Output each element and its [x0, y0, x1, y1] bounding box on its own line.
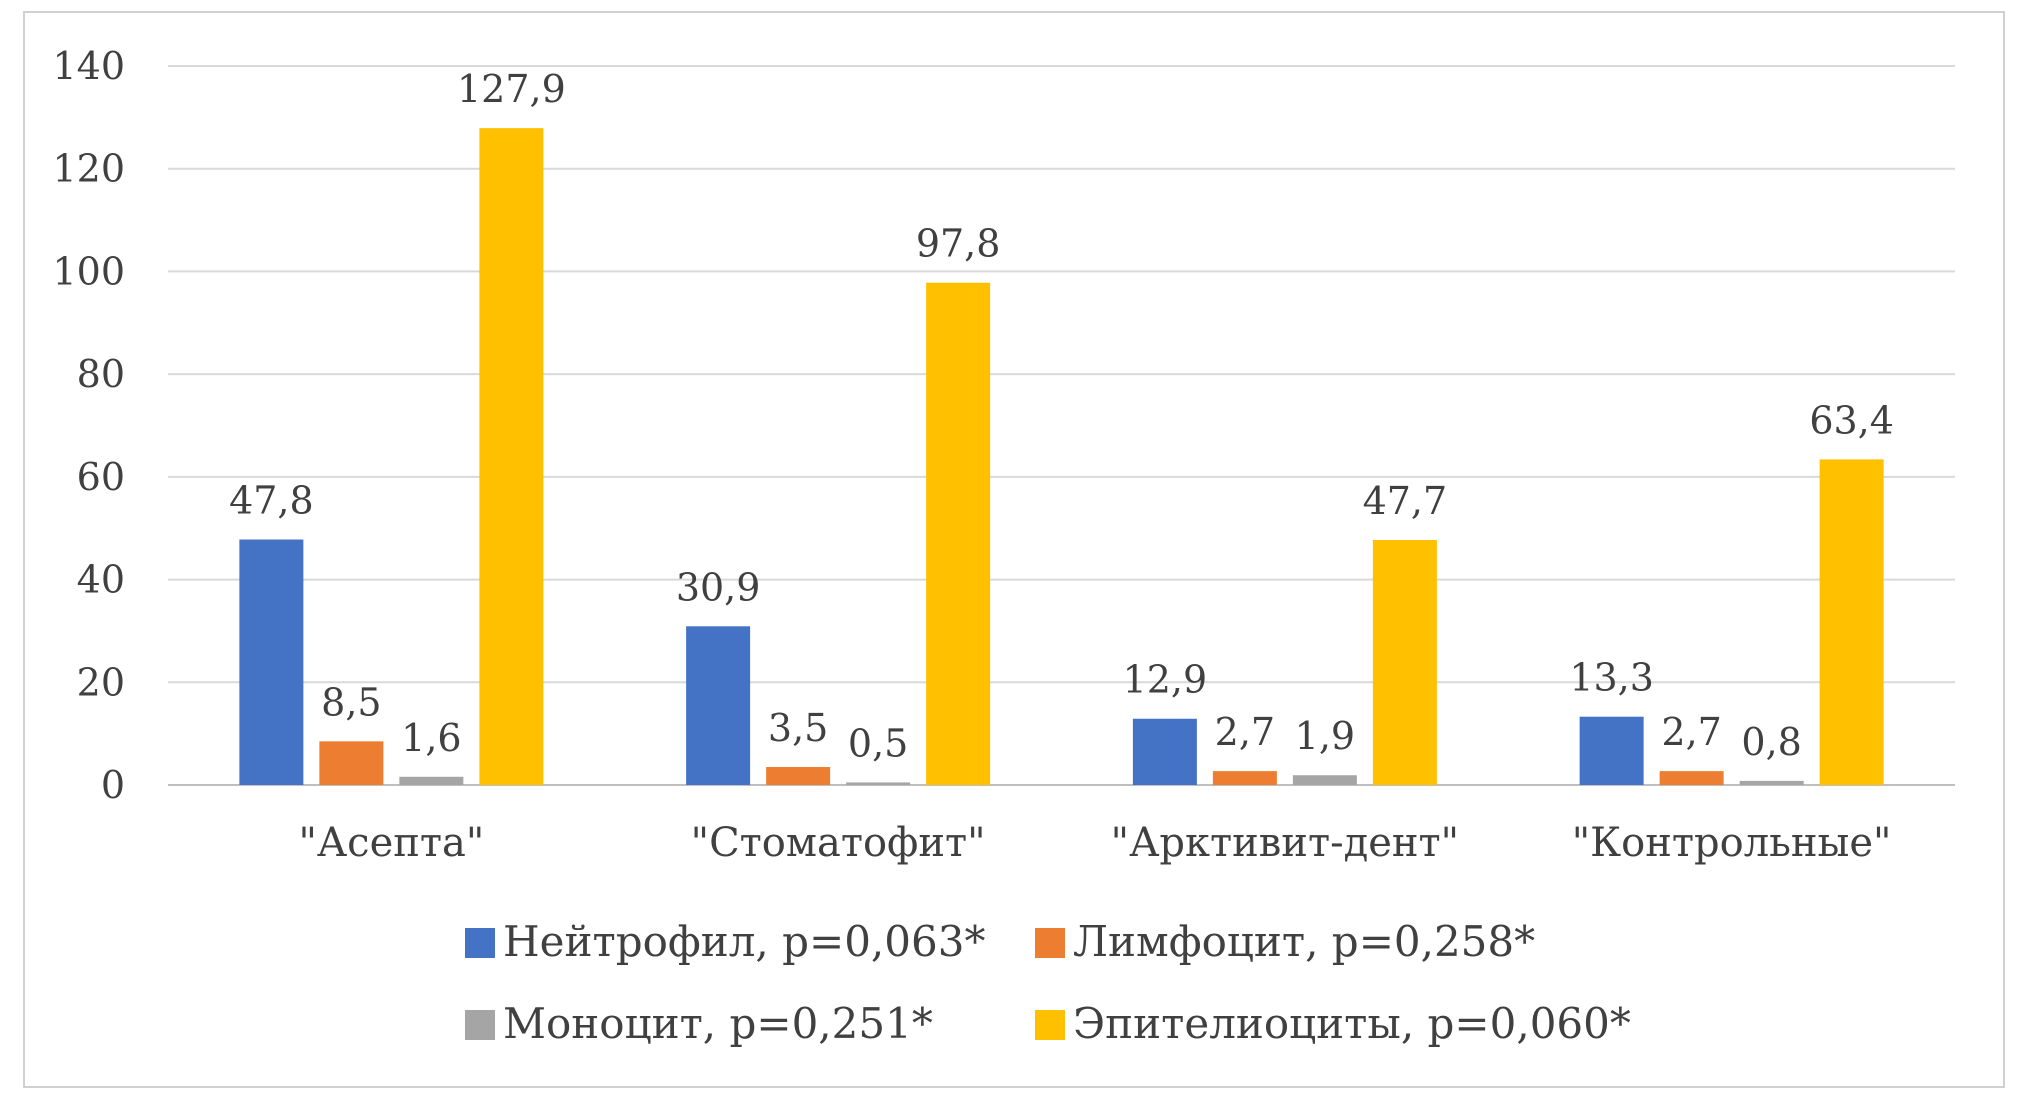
y-tick-label: 40: [77, 558, 125, 602]
category-label: "Асепта": [298, 820, 484, 866]
y-tick-label: 60: [77, 455, 125, 499]
data-label: 13,3: [1569, 656, 1654, 700]
y-tick-label: 100: [52, 249, 125, 293]
bar: [1212, 771, 1277, 785]
data-label: 47,8: [229, 479, 314, 523]
bars: [239, 128, 1884, 785]
bar: [399, 776, 464, 785]
y-tick-label: 20: [77, 660, 125, 704]
data-label: 47,7: [1363, 479, 1448, 523]
legend-label: Эпителиоциты, р=0,060*: [1073, 999, 1631, 1048]
legend-swatch: [465, 1010, 495, 1040]
legend-item: Нейтрофил, р=0,063*: [465, 917, 985, 966]
data-label: 30,9: [676, 565, 761, 609]
data-label: 97,8: [916, 222, 1001, 266]
data-label: 12,9: [1123, 658, 1208, 702]
data-label: 1,9: [1295, 714, 1355, 758]
legend-item: Лимфоцит, р=0,258*: [1035, 917, 1535, 966]
bar: [926, 282, 991, 785]
bar: [1372, 540, 1437, 785]
bar: [1579, 716, 1644, 785]
bar: [766, 767, 831, 785]
bar: [846, 782, 911, 785]
bar: [686, 626, 751, 785]
bar: [1659, 771, 1724, 785]
bar: [1292, 775, 1357, 785]
bar: [319, 741, 384, 785]
bar: [1739, 780, 1804, 785]
data-label: 0,5: [848, 721, 908, 765]
category-label: "Контрольные": [1572, 820, 1892, 866]
legend-item: Моноцит, р=0,251*: [465, 999, 933, 1048]
data-label: 3,5: [768, 706, 828, 750]
data-label: 127,9: [457, 67, 566, 111]
data-label: 0,8: [1741, 720, 1801, 764]
legend-label: Лимфоцит, р=0,258*: [1073, 917, 1535, 966]
legend-swatch: [1035, 928, 1065, 958]
bar: [239, 539, 304, 785]
y-tick-label: 0: [101, 763, 125, 807]
bar: [1132, 718, 1197, 785]
legend: Нейтрофил, р=0,063* Лимфоцит, р=0,258* Мон…: [465, 917, 1631, 1048]
bar: [1819, 459, 1884, 785]
legend-item: Эпителиоциты, р=0,060*: [1035, 999, 1631, 1048]
legend-swatch: [465, 928, 495, 958]
y-axis-tick-labels: 0 20 40 60 80 100 120 140: [52, 44, 125, 807]
legend-swatch: [1035, 1010, 1065, 1040]
grid-lines: [168, 65, 1955, 786]
y-tick-label: 120: [52, 147, 125, 191]
category-label: "Арктивит-дент": [1111, 820, 1459, 866]
legend-label: Моноцит, р=0,251*: [503, 999, 933, 1048]
legend-label: Нейтрофил, р=0,063*: [503, 917, 985, 966]
category-labels: "Асепта" "Стоматофит" "Арктивит-дент" "Конт…: [298, 820, 1891, 866]
chart-border: [23, 11, 2005, 1088]
data-label: 63,4: [1809, 398, 1894, 442]
category-label: "Стоматофит": [691, 820, 986, 866]
bar: [479, 128, 544, 785]
data-label: 2,7: [1215, 710, 1275, 754]
y-tick-label: 80: [77, 352, 125, 396]
y-tick-label: 140: [52, 44, 125, 88]
data-label: 8,5: [321, 680, 381, 724]
data-label: 2,7: [1661, 710, 1721, 754]
data-label: 1,6: [401, 716, 461, 760]
